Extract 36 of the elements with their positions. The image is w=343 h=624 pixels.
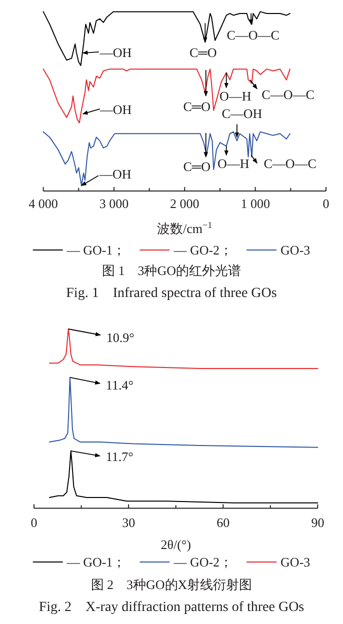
x-tick-label: 30 (122, 515, 136, 530)
x-tick-label: 0 (30, 515, 38, 530)
annotation: —OH (98, 44, 132, 60)
annotation: C═O (190, 45, 217, 60)
annotation: O—H (219, 88, 252, 104)
annotation: 10.9° (106, 330, 134, 345)
x-tick-label: 90 (311, 515, 324, 530)
legend-label: — GO-1； (66, 554, 126, 570)
x-tick-label: 1 000 (240, 196, 270, 211)
annotation: 11.4° (106, 377, 134, 392)
text: Fig. 2 X-ray diffraction patterns of three GOs (38, 600, 304, 615)
annotation: —OH (98, 166, 132, 182)
annotation: C—O—C (262, 86, 314, 102)
legend-label: — GO-2； (172, 242, 233, 258)
annotation: 11.7° (106, 448, 134, 464)
x-axis-title: 波数/cm$^{−1}$ (157, 220, 212, 236)
annotation: C—O—C (264, 156, 316, 172)
legend-label: — GO-1； (66, 242, 126, 258)
x-tick-label: 60 (216, 515, 230, 530)
legend-label: GO-3 (280, 554, 310, 570)
text: 图 2 3种GO的X射线衍射图 (90, 577, 252, 592)
annotation: —OH (98, 102, 132, 117)
annotation: C═O (183, 158, 210, 174)
x-axis-title: 2θ/(°) (160, 537, 191, 552)
x-tick-label: 4 000 (28, 196, 58, 211)
annotation: C—OH (222, 106, 262, 122)
x-tick-label: 3 000 (99, 196, 129, 211)
text: 图 1 3种GO的红外光谱 (102, 263, 242, 278)
annotation: C—O—C (226, 27, 280, 42)
annotation: C═O (183, 98, 210, 114)
annotation: O—H (217, 156, 250, 172)
legend-label: GO-3 (280, 242, 310, 258)
x-tick-label: 0 (322, 196, 330, 211)
x-tick-label: 2 000 (170, 196, 200, 211)
legend-label: — GO-2； (172, 554, 233, 570)
text: Fig. 1 Infrared spectra of three GOs (66, 286, 277, 301)
